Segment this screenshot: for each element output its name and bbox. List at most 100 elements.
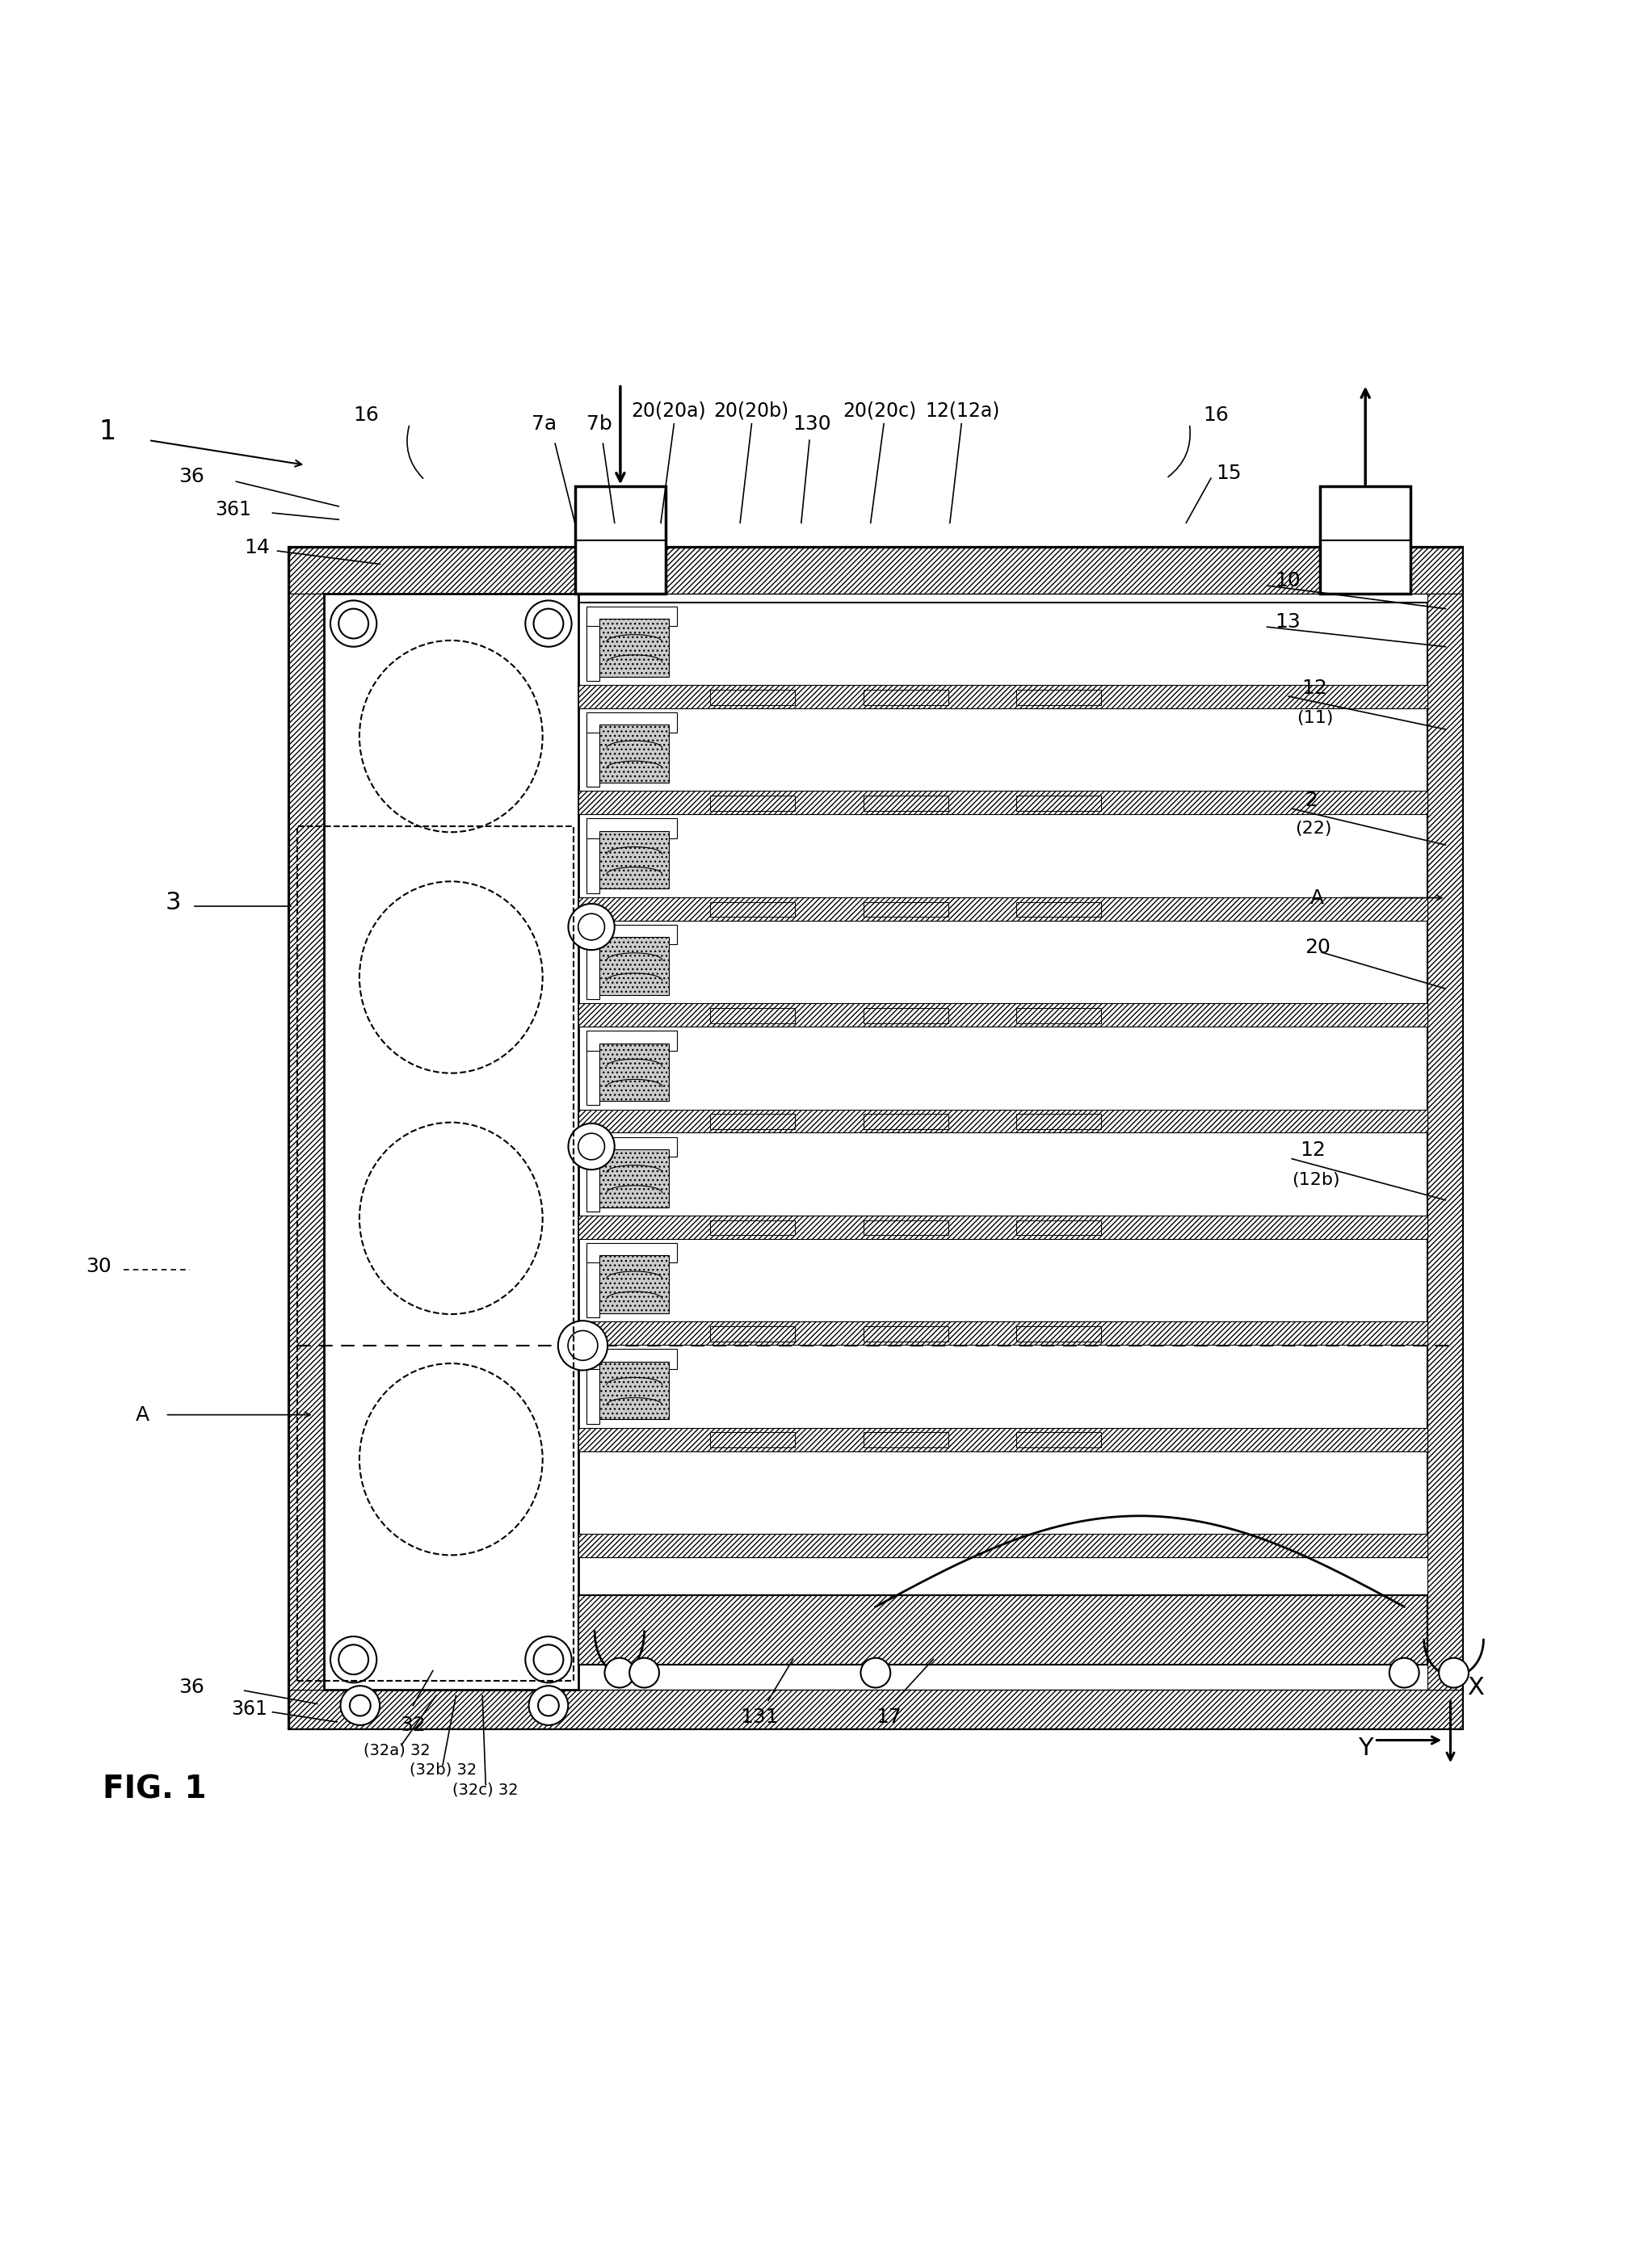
- Bar: [864, 689, 948, 705]
- Text: 361: 361: [231, 1699, 268, 1719]
- Bar: [586, 719, 600, 787]
- Bar: [864, 796, 948, 812]
- Text: 2: 2: [1305, 792, 1318, 810]
- Bar: [578, 1109, 1427, 1132]
- Bar: [864, 1433, 948, 1447]
- Text: X: X: [1467, 1676, 1483, 1699]
- Text: (32a) 32: (32a) 32: [363, 1742, 430, 1758]
- Circle shape: [861, 1658, 890, 1687]
- Bar: [600, 726, 669, 782]
- Text: (12b): (12b): [1292, 1173, 1340, 1188]
- Bar: [578, 1002, 1427, 1027]
- Circle shape: [330, 1637, 377, 1683]
- Text: 361: 361: [215, 499, 251, 519]
- Bar: [586, 1349, 677, 1370]
- Bar: [600, 619, 669, 676]
- Bar: [600, 1043, 669, 1100]
- Text: 16: 16: [1203, 406, 1229, 424]
- Bar: [710, 689, 795, 705]
- Text: 20(20c): 20(20c): [843, 401, 917, 420]
- Bar: [710, 1220, 795, 1236]
- Text: 20(20a): 20(20a): [631, 401, 705, 420]
- Text: 16: 16: [354, 406, 380, 424]
- Ellipse shape: [360, 1363, 542, 1556]
- Text: 36: 36: [178, 1678, 205, 1696]
- Circle shape: [534, 608, 563, 640]
- Text: 1: 1: [99, 420, 116, 445]
- Text: 12(12a): 12(12a): [925, 401, 999, 420]
- Text: 3: 3: [165, 891, 182, 914]
- Bar: [578, 685, 1427, 708]
- Bar: [578, 898, 1427, 921]
- Bar: [289, 547, 1462, 594]
- Text: 14: 14: [244, 538, 271, 558]
- Bar: [600, 1256, 669, 1313]
- Bar: [289, 594, 324, 1690]
- Circle shape: [330, 601, 377, 646]
- Circle shape: [1389, 1658, 1419, 1687]
- Bar: [600, 1361, 669, 1420]
- Bar: [1320, 488, 1411, 594]
- Bar: [586, 712, 677, 733]
- Bar: [578, 601, 1427, 1558]
- Text: 13: 13: [1275, 612, 1302, 633]
- Text: 7a: 7a: [532, 415, 557, 433]
- Bar: [586, 826, 600, 894]
- Text: 30: 30: [86, 1256, 112, 1277]
- Circle shape: [629, 1658, 659, 1687]
- Circle shape: [568, 903, 615, 950]
- Bar: [297, 826, 573, 1681]
- Circle shape: [340, 1685, 380, 1726]
- Bar: [1427, 594, 1462, 1690]
- Ellipse shape: [360, 882, 542, 1073]
- Bar: [1016, 1327, 1100, 1340]
- Circle shape: [339, 1644, 368, 1674]
- Bar: [578, 1594, 1427, 1665]
- Bar: [578, 1322, 1427, 1345]
- Circle shape: [339, 608, 368, 640]
- Text: A: A: [1310, 889, 1323, 907]
- Bar: [710, 796, 795, 812]
- Text: 12: 12: [1300, 1141, 1327, 1161]
- Circle shape: [525, 601, 572, 646]
- Bar: [578, 1216, 1427, 1238]
- Circle shape: [350, 1694, 370, 1717]
- Text: 32: 32: [400, 1715, 426, 1735]
- Bar: [710, 1327, 795, 1340]
- Bar: [1016, 1433, 1100, 1447]
- Bar: [864, 1114, 948, 1129]
- Bar: [1016, 1220, 1100, 1236]
- Text: 12: 12: [1302, 678, 1328, 699]
- Bar: [600, 937, 669, 996]
- Bar: [1016, 903, 1100, 916]
- Bar: [1016, 1007, 1100, 1023]
- Bar: [864, 1327, 948, 1340]
- Bar: [586, 1030, 677, 1050]
- Bar: [578, 1533, 1427, 1558]
- Text: (32b) 32: (32b) 32: [410, 1762, 477, 1778]
- Text: 130: 130: [793, 415, 831, 433]
- Bar: [710, 1114, 795, 1129]
- Text: (32c) 32: (32c) 32: [453, 1783, 519, 1799]
- Bar: [864, 903, 948, 916]
- Bar: [578, 1594, 1427, 1665]
- Circle shape: [568, 1331, 598, 1361]
- Bar: [1016, 689, 1100, 705]
- Text: (11): (11): [1297, 710, 1333, 726]
- Circle shape: [605, 1658, 634, 1687]
- Bar: [586, 612, 600, 680]
- Circle shape: [529, 1685, 568, 1726]
- Text: 10: 10: [1275, 572, 1302, 590]
- Bar: [578, 1429, 1427, 1452]
- Bar: [710, 1433, 795, 1447]
- Circle shape: [1439, 1658, 1469, 1687]
- Bar: [575, 488, 666, 594]
- Bar: [1016, 1114, 1100, 1129]
- Bar: [1016, 796, 1100, 812]
- Bar: [289, 1690, 1462, 1728]
- Bar: [600, 1150, 669, 1207]
- Bar: [864, 1220, 948, 1236]
- Text: 36: 36: [178, 467, 205, 485]
- Bar: [586, 819, 677, 839]
- Text: FIG. 1: FIG. 1: [102, 1774, 206, 1805]
